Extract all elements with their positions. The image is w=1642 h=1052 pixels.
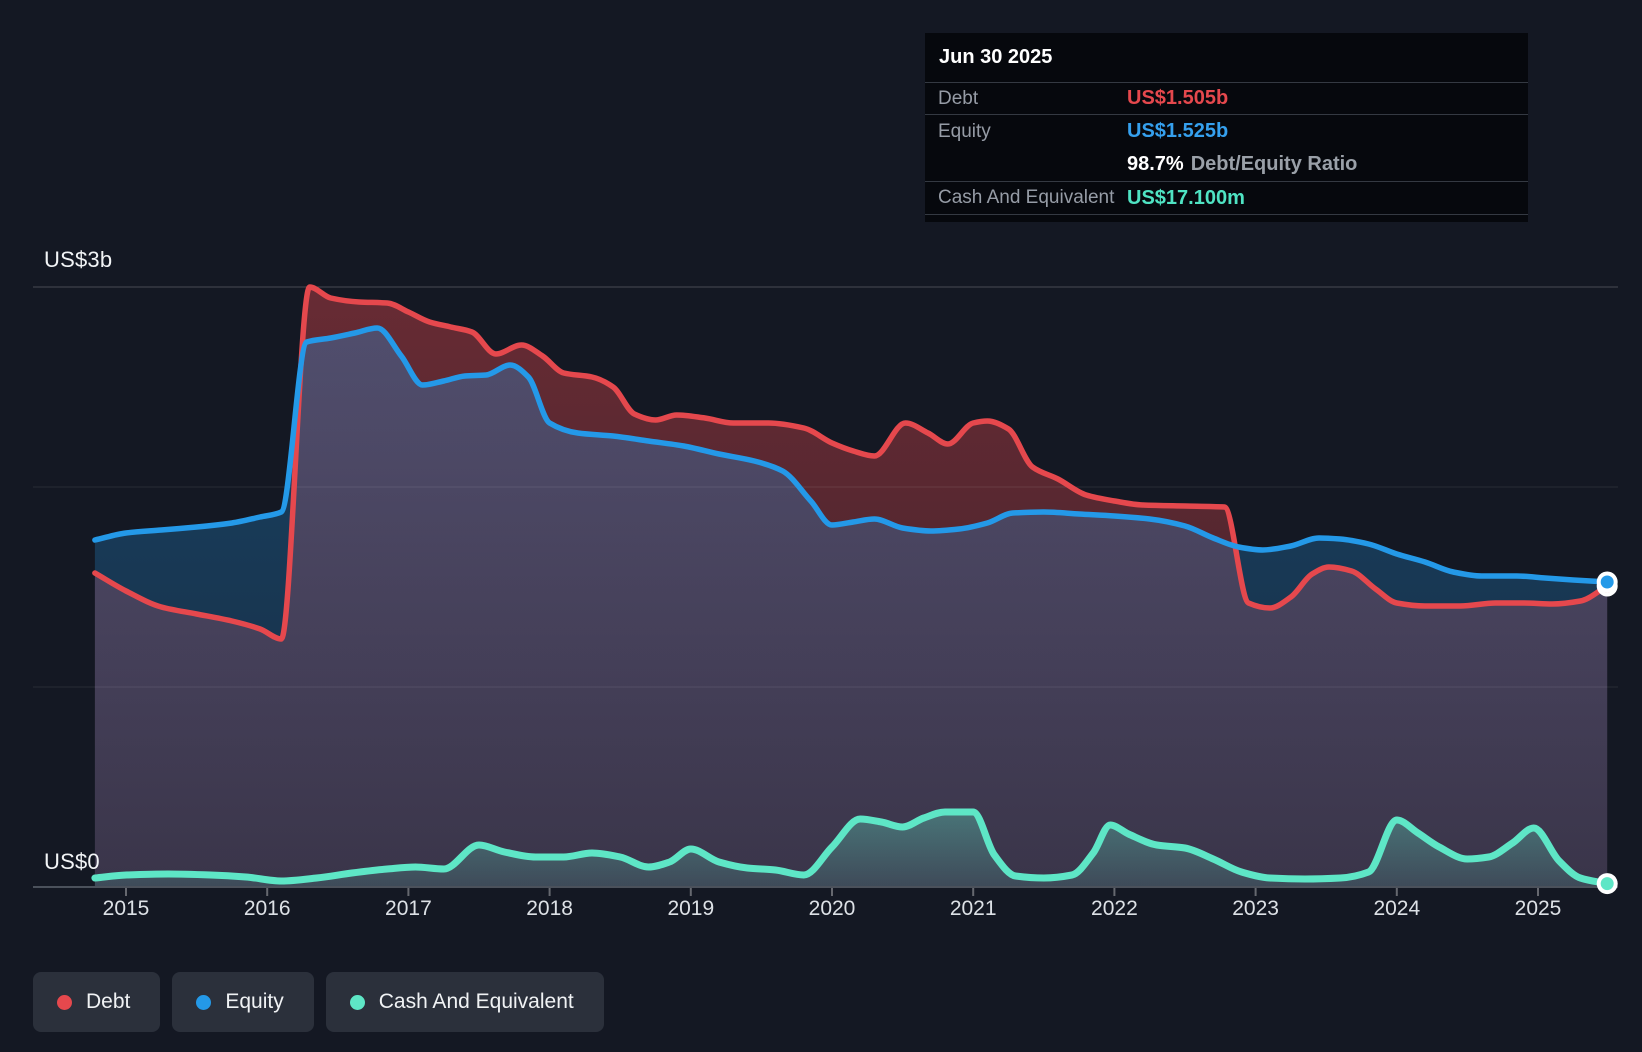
tooltip-equity-label: Equity [938, 120, 991, 142]
year-label: 2019 [667, 897, 715, 920]
legend-item-cash[interactable]: Cash And Equivalent [325, 972, 604, 1032]
debt-line [92, 284, 1610, 642]
tooltip-ratio-label: Debt/Equity Ratio [1190, 153, 1358, 175]
year-label: 2015 [102, 897, 150, 920]
y-axis-label-max: US$3b [44, 247, 113, 272]
year-label: 2017 [385, 897, 432, 920]
legend-debt-label: Debt [86, 990, 131, 1013]
tooltip-cash-value: US$17.100m [1127, 186, 1245, 209]
year-label: 2020 [808, 897, 856, 920]
tooltip-row-cash: Cash And Equivalent US$17.100m [925, 182, 1528, 215]
tooltip-row-ratio: 98.7% Debt/Equity Ratio [925, 148, 1528, 182]
tooltip-equity-value: US$1.525b [1127, 120, 1229, 142]
equity-endpoint-dot [1600, 575, 1614, 589]
tooltip-debt-label: Debt [938, 87, 979, 109]
legend: Debt Equity Cash And Equivalent [33, 972, 604, 1032]
legend-cash-label: Cash And Equivalent [378, 990, 574, 1013]
equity-series-dot-icon [196, 994, 212, 1010]
tooltip-row-debt: Debt US$1.505b [925, 83, 1528, 115]
year-label: 2023 [1232, 897, 1279, 920]
tooltip-date: Jun 30 2025 [925, 33, 1528, 83]
equity-area [94, 328, 1608, 887]
year-label: 2021 [949, 897, 997, 920]
tooltip: Jun 30 2025 Debt US$1.505b Equity US$1.5… [925, 33, 1528, 222]
year-label: 2024 [1373, 897, 1421, 920]
tooltip-row-equity: Equity US$1.525b [925, 115, 1528, 148]
year-label: 2018 [526, 897, 573, 920]
legend-item-equity[interactable]: Equity [172, 972, 314, 1032]
tooltip-ratio-value: 98.7% [1127, 153, 1184, 175]
cash-endpoint-dot [1600, 877, 1614, 891]
y-axis-label-zero: US$0 [44, 849, 100, 874]
year-label: 2025 [1514, 897, 1562, 920]
tooltip-ratio: 98.7% Debt/Equity Ratio [1127, 153, 1357, 176]
cash-line [91, 808, 1611, 888]
legend-item-debt[interactable]: Debt [33, 972, 161, 1032]
tooltip-cash-label: Cash And Equivalent [938, 187, 1115, 208]
cash-series-dot-icon [349, 994, 365, 1010]
debt-series-dot-icon [57, 994, 72, 1010]
year-label: 2016 [243, 897, 291, 920]
year-label: 2022 [1091, 897, 1138, 920]
legend-equity-label: Equity [225, 990, 284, 1013]
tooltip-debt-value: US$1.505b [1127, 87, 1229, 109]
equity-line [92, 325, 1610, 585]
